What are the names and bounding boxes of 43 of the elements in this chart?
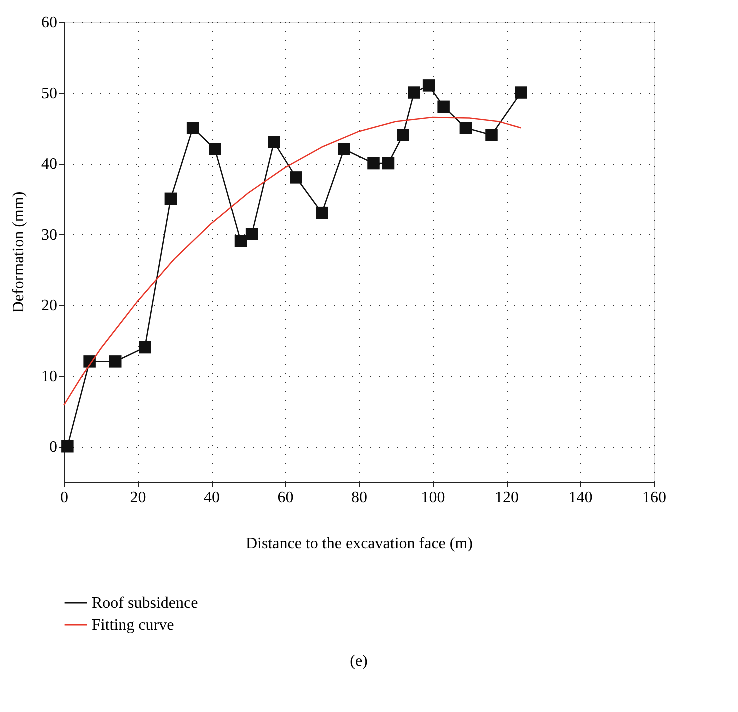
y-tick-label: 50 <box>42 85 58 102</box>
x-tick-label: 140 <box>568 490 593 506</box>
y-tick-label: 0 <box>50 439 58 456</box>
point <box>460 122 472 134</box>
point <box>246 228 258 240</box>
legend-label: Roof subsidence <box>92 595 198 612</box>
y-tick-label: 10 <box>42 368 58 386</box>
x-tick-label: 60 <box>278 490 294 506</box>
x-tick-label: 160 <box>642 490 666 506</box>
point <box>290 172 302 184</box>
point <box>209 143 222 156</box>
point <box>382 157 395 170</box>
text: (e) <box>350 653 368 670</box>
x-tick-label: 40 <box>204 490 220 506</box>
point <box>486 129 498 142</box>
x-tick-label: 120 <box>495 490 519 506</box>
point <box>515 86 528 99</box>
point <box>368 157 380 170</box>
point <box>268 136 280 148</box>
point <box>234 235 248 248</box>
line-series <box>63 116 522 406</box>
point <box>408 86 420 99</box>
x-tick-label: 100 <box>421 490 446 506</box>
x-tick-label: 20 <box>130 490 146 506</box>
y-tick-label: 30 <box>42 226 58 244</box>
point <box>110 356 122 368</box>
point <box>164 192 178 206</box>
y-tick-label: 20 <box>42 298 58 315</box>
y-tick-label: 60 <box>42 14 58 32</box>
point <box>422 80 436 92</box>
point <box>139 341 152 354</box>
point <box>438 100 450 114</box>
x-axis-title: Distance to the excavation face (m) <box>246 536 473 552</box>
point <box>186 122 200 134</box>
point <box>62 440 74 453</box>
point <box>316 206 328 220</box>
x-tick-label: 0 <box>60 490 68 506</box>
x-tick-label: 80 <box>352 490 368 506</box>
y-tick-label: 40 <box>42 156 58 174</box>
point <box>397 129 410 142</box>
point <box>338 143 350 156</box>
legend-label: Fitting curve <box>92 617 174 634</box>
y-axis-title: Deformation (mm) <box>10 192 28 314</box>
